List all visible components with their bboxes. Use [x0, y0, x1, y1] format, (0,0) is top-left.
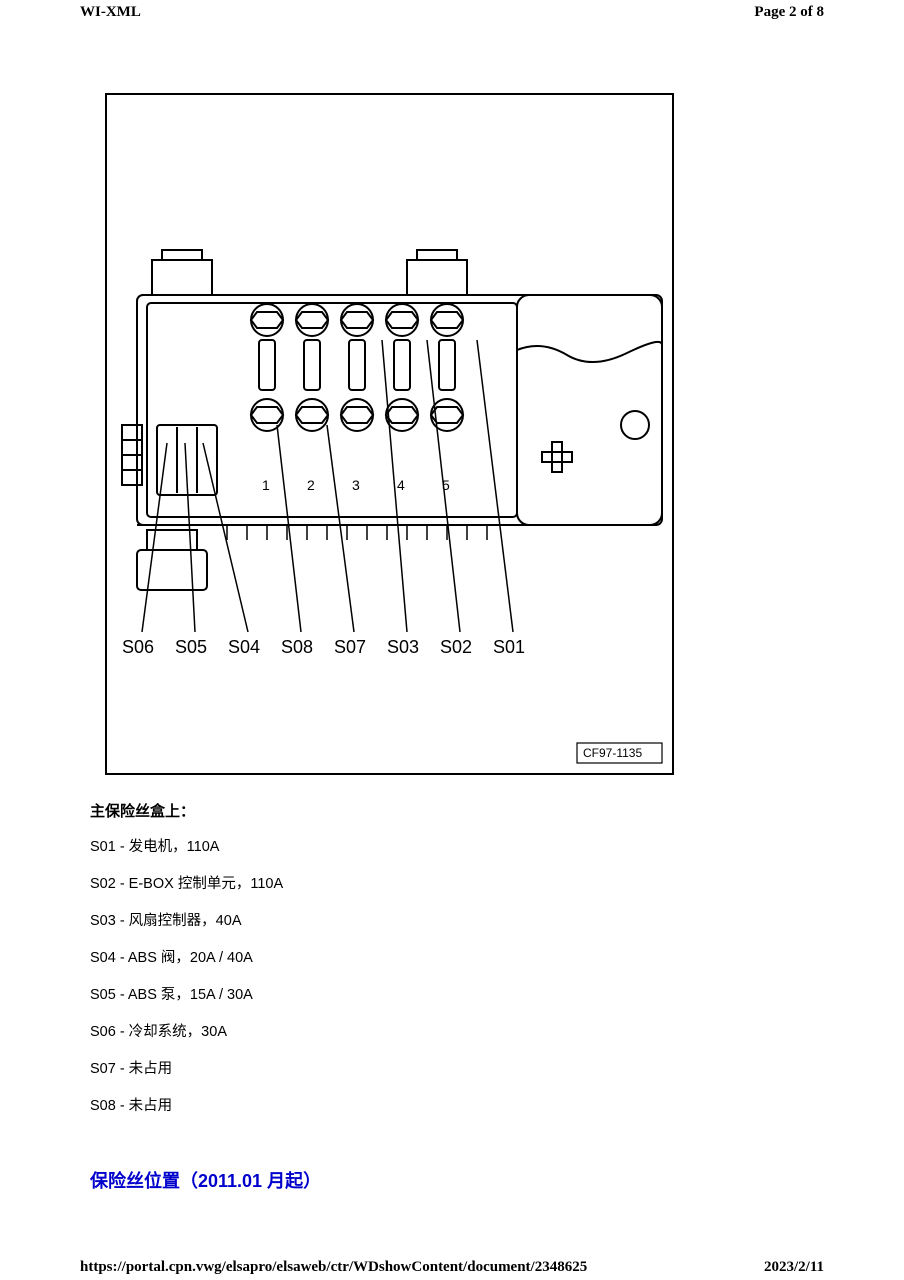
- svg-text:3: 3: [352, 477, 360, 493]
- page-footer: https://portal.cpn.vwg/elsapro/elsaweb/c…: [80, 1259, 824, 1276]
- section-heading: 保险丝位置（2011.01 月起）: [90, 1167, 810, 1193]
- fuse-line: S02 - E-BOX 控制单元，110A: [90, 872, 810, 893]
- list-title: 主保险丝盒上：: [90, 800, 810, 821]
- callout-label: S07: [334, 637, 366, 657]
- diagram-ref-box: CF97-1135: [577, 743, 662, 763]
- fuse-line: S05 - ABS 泵，15A / 30A: [90, 983, 810, 1004]
- header-left: WI-XML: [80, 4, 141, 21]
- callout-label: S03: [387, 637, 419, 657]
- callout-label: S04: [228, 637, 260, 657]
- svg-text:2: 2: [307, 477, 315, 493]
- footer-url: https://portal.cpn.vwg/elsapro/elsaweb/c…: [80, 1259, 587, 1276]
- callout-label: S08: [281, 637, 313, 657]
- fuse-line: S07 - 未占用: [90, 1057, 810, 1078]
- page-header: WI-XML Page 2 of 8: [80, 4, 824, 21]
- callout-label: S01: [493, 637, 525, 657]
- callout-label: S05: [175, 637, 207, 657]
- diagram-ref-code: CF97-1135: [583, 746, 642, 760]
- svg-text:4: 4: [397, 477, 405, 493]
- footer-date: 2023/2/11: [764, 1259, 824, 1276]
- fuse-line: S01 - 发电机，110A: [90, 835, 810, 856]
- callout-label: S06: [122, 637, 154, 657]
- callout-label: S02: [440, 637, 472, 657]
- diagram-svg: 1 2 3 4: [107, 95, 672, 773]
- fuse-box-diagram: 1 2 3 4: [105, 93, 674, 775]
- fuse-line: S06 - 冷却系统，30A: [90, 1020, 810, 1041]
- header-right: Page 2 of 8: [754, 4, 824, 21]
- content-block: 主保险丝盒上： S01 - 发电机，110A S02 - E-BOX 控制单元，1…: [90, 800, 810, 1193]
- fuse-list: S01 - 发电机，110A S02 - E-BOX 控制单元，110A S03 -…: [90, 835, 810, 1115]
- svg-text:1: 1: [262, 477, 270, 493]
- fuse-slots-graphic: 1 2 3 4: [227, 304, 487, 540]
- fuse-line: S03 - 风扇控制器，40A: [90, 909, 810, 930]
- fuse-line: S04 - ABS 阀，20A / 40A: [90, 946, 810, 967]
- fuse-line: S08 - 未占用: [90, 1094, 810, 1115]
